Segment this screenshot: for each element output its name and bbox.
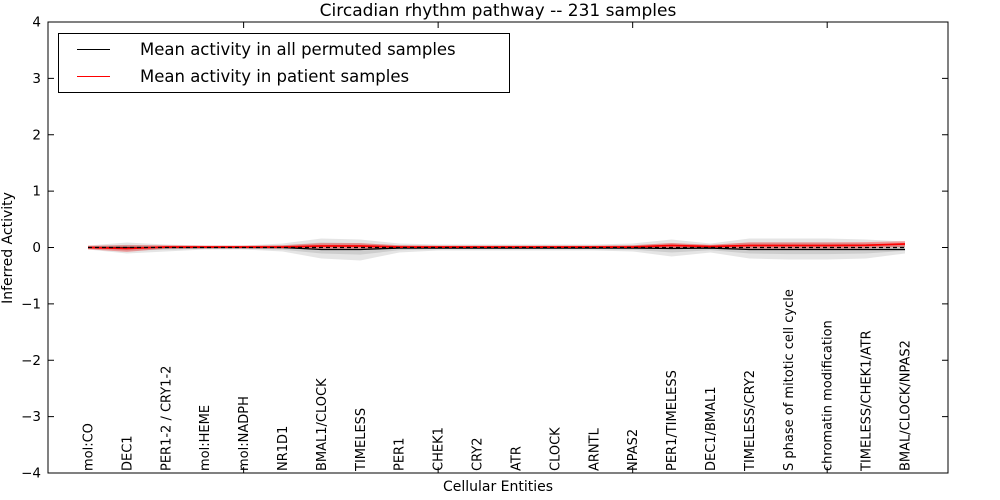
y-axis-label: Inferred Activity (0, 192, 16, 304)
y-tick-label: 4 (32, 15, 41, 31)
x-category-label: DEC1 (120, 435, 135, 471)
x-category-label: NR1D1 (276, 426, 291, 471)
x-category-label: mol:CO (82, 423, 97, 471)
y-tick-label: 3 (32, 71, 41, 87)
y-tick-label: −1 (21, 296, 41, 312)
y-tick-label: 0 (32, 240, 41, 256)
x-category-label: BMAL/CLOCK/NPAS2 (899, 340, 914, 471)
x-category-label: TIMELESS/CRY2 (743, 370, 758, 472)
x-category-label: DEC1/BMAL1 (704, 387, 719, 472)
red-line-sample-icon (77, 75, 110, 77)
legend-label-patient: Mean activity in patient samples (140, 66, 410, 86)
x-category-label: mol:HEME (198, 405, 213, 471)
x-category-label: CRY2 (471, 438, 486, 472)
black-line-sample-icon (77, 49, 110, 51)
legend-label-permuted: Mean activity in all permuted samples (140, 40, 456, 60)
x-category-label: ATR (509, 446, 524, 471)
x-category-label: ARNTL (587, 427, 602, 471)
x-category-label: NPAS2 (626, 429, 641, 471)
chart-title: Circadian rhythm pathway -- 231 samples (319, 1, 677, 21)
y-tick-label: −3 (21, 409, 41, 425)
legend: Mean activity in all permuted samples Me… (58, 33, 510, 93)
x-category-label: mol:NADPH (237, 396, 252, 471)
y-tick-label: −4 (21, 466, 41, 482)
x-category-label: PER1-2 / CRY1-2 (159, 366, 174, 471)
x-category-label: TIMELESS/CHEK1/ATR (860, 330, 875, 472)
x-category-label: CHEK1 (432, 427, 447, 471)
x-category-label: S phase of mitotic cell cycle (782, 289, 797, 471)
y-tick-label: −2 (21, 353, 41, 369)
x-category-label: BMAL1/CLOCK (315, 378, 330, 471)
x-category-label: PER1/TIMELESS (665, 370, 680, 471)
x-category-label: chromatin modification (821, 320, 836, 471)
y-tick-label: 2 (32, 127, 41, 143)
x-axis-label: Cellular Entities (442, 479, 554, 495)
x-category-label: PER1 (393, 438, 408, 471)
x-category-label: TIMELESS (354, 408, 369, 472)
permuted-std-band (88, 238, 905, 261)
legend-item-permuted: Mean activity in all permuted samples (59, 37, 509, 63)
y-tick-label: 1 (32, 184, 41, 200)
legend-item-patient: Mean activity in patient samples (59, 63, 509, 89)
x-category-label: CLOCK (548, 427, 563, 471)
